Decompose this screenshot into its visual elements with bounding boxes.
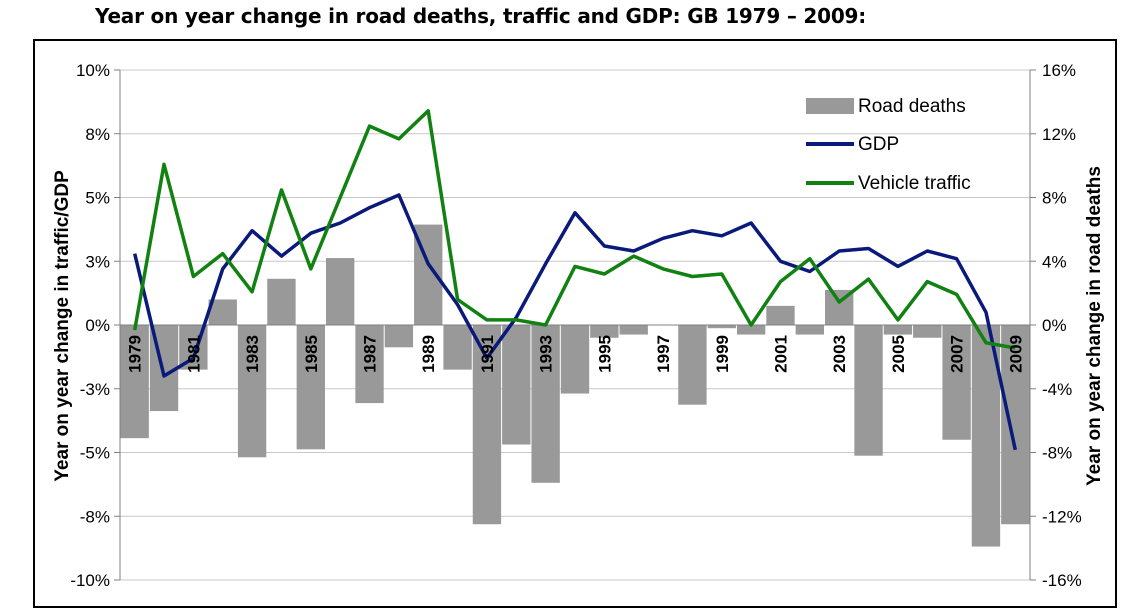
category-label-1995: 1995 [595,335,614,373]
tick-label-right: -8% [1042,444,1072,463]
legend-label-vehicle-traffic: Vehicle traffic [858,173,971,194]
bar-road-deaths-2007 [942,325,971,440]
bar-road-deaths-1985 [296,325,325,450]
tick-label-left: -3% [80,380,110,399]
bar-road-deaths-1992 [502,325,531,445]
legend-label-gdp: GDP [858,134,899,155]
legend-swatch-road-deaths [806,98,854,114]
chart-frame [33,39,1117,608]
tick-label-left: 8% [85,125,110,144]
bar-road-deaths-2006 [913,325,942,338]
bar-road-deaths-2001 [766,305,795,325]
category-label-2007: 2007 [948,335,967,373]
bar-road-deaths-1982 [208,299,237,325]
bar-road-deaths-1999 [707,325,736,329]
left-axis-ticks: 10% 8% 5% 3% 0% -3% -5% -8% -10% [70,61,120,590]
line-vehicle-traffic [132,109,1016,350]
bar-road-deaths-1983 [237,325,267,458]
bar-road-deaths-2005 [883,325,913,335]
bar-road-deaths-2009 [1001,325,1030,525]
category-label-1985: 1985 [302,335,321,373]
bar-road-deaths-2002 [795,325,825,335]
bar-road-deaths-1996 [619,325,648,335]
legend: Road deaths GDP Vehicle traffic [806,96,971,194]
tick-label-right: 16% [1042,61,1076,80]
tick-label-left: 5% [85,189,110,208]
category-label-1979: 1979 [126,335,145,373]
tick-label-left: -5% [80,444,110,463]
legend-label-road-deaths: Road deaths [858,96,966,117]
tick-label-right: 4% [1042,252,1067,271]
bar-road-deaths-1994 [560,325,590,394]
y-axis-left-title: Year on year change in traffic/GDP [52,170,73,482]
category-label-2005: 2005 [889,335,908,373]
bar-road-deaths-1984 [267,278,296,325]
tick-label-left: 0% [85,316,110,335]
category-label-1997: 1997 [654,335,673,373]
tick-label-left: 10% [76,61,110,80]
tick-label-right: -16% [1042,571,1082,590]
category-label-1993: 1993 [537,335,556,373]
bar-road-deaths-2000 [736,325,766,335]
tick-label-left: 3% [85,252,110,271]
tick-label-right: 12% [1042,125,1076,144]
bar-road-deaths-2004 [854,325,883,456]
chart-title: Year on year change in road deaths, traf… [95,4,867,28]
category-label-2003: 2003 [830,335,849,373]
right-axis-ticks: 16% 12% 8% 4% 0% -4% -8% -12% -16% [1030,61,1082,590]
category-label-2001: 2001 [771,335,790,373]
bar-road-deaths-1988 [384,325,414,348]
tick-label-right: -4% [1042,380,1072,399]
bar-road-deaths-1995 [590,325,619,338]
category-label-1983: 1983 [243,335,262,373]
category-label-1987: 1987 [361,335,380,373]
tick-label-left: -10% [70,571,110,590]
category-labels: 1979 1981 1983 1985 1987 1989 1991 1993 1995 1997… [126,335,1026,373]
tick-label-right: -12% [1042,507,1082,526]
bar-road-deaths-1993 [531,325,560,483]
road-deaths-bars [120,224,1030,547]
bar-road-deaths-1987 [355,325,384,404]
category-label-1981: 1981 [184,335,203,373]
bar-road-deaths-1986 [325,258,355,325]
category-label-1999: 1999 [713,335,732,373]
category-label-1989: 1989 [419,335,438,373]
line-gdp [132,193,1018,451]
tick-label-left: -8% [80,507,110,526]
bar-road-deaths-1979 [120,325,149,439]
category-label-1991: 1991 [478,335,497,373]
tick-label-right: 0% [1042,316,1067,335]
bar-road-deaths-1990 [443,325,472,370]
bar-road-deaths-1998 [678,325,707,405]
category-label-2009: 2009 [1006,335,1025,373]
y-axis-right-title: Year on year change in road deaths [1084,166,1105,486]
series-lines [132,109,1018,451]
tick-label-right: 8% [1042,189,1067,208]
